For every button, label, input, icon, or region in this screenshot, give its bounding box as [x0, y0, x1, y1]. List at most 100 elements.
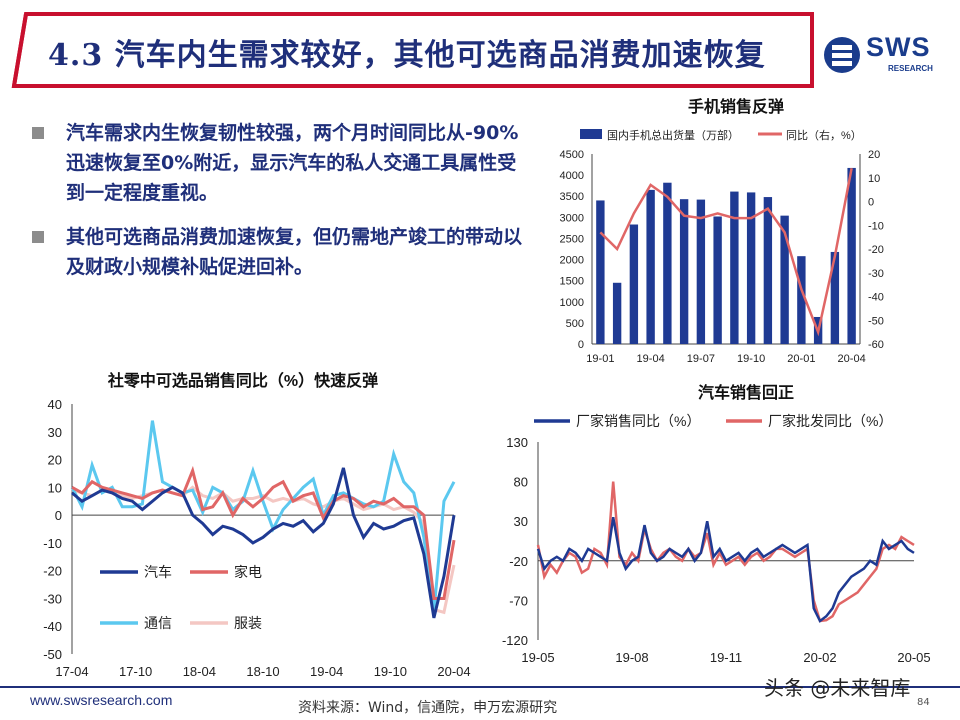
y-tick-label-right: -10 [868, 220, 884, 232]
bar [629, 224, 639, 344]
bar [780, 215, 789, 344]
y-tick-label-left: 2000 [560, 255, 584, 267]
page-number: 84 [917, 697, 930, 708]
x-tick-label: 18-10 [246, 664, 279, 679]
page-title: 4.3 汽车内生需求较好，其他可选商品消费加速恢复 [48, 38, 766, 73]
watermark: 头条 @未来智库 [764, 676, 911, 700]
y-tick-label-right: 20 [868, 149, 880, 161]
x-tick-label: 20-01 [787, 353, 815, 365]
y-tick-label: -20 [43, 564, 62, 579]
y-tick-label-left: 4000 [560, 170, 584, 182]
y-tick-label-right: 0 [868, 197, 874, 209]
bar [679, 199, 689, 344]
bar [847, 167, 856, 344]
series-line [536, 517, 915, 623]
y-tick-label: 80 [514, 475, 528, 490]
y-tick-label-left: 4500 [560, 149, 584, 161]
y-tick-label: 40 [48, 397, 62, 412]
x-tick-label: 19-04 [637, 353, 665, 365]
bar [713, 216, 722, 344]
y-tick-label: -50 [43, 647, 62, 662]
sws-logo: SWS RESEARCH [822, 28, 942, 80]
x-tick-label: 19-01 [586, 353, 614, 365]
y-tick-label-right: -40 [868, 292, 884, 304]
bullet-text: 其他可选商品消费加速恢复，但仍需地产竣工的带动以及财政小规模补贴促进回补。 [66, 226, 523, 278]
x-tick-label: 20-05 [897, 650, 930, 665]
legend-label: 厂家批发同比（%） [768, 413, 892, 429]
legend-swatch-bar [580, 129, 602, 139]
legend-label: 家电 [234, 564, 262, 580]
y-tick-label-left: 3000 [560, 212, 584, 224]
x-tick-label: 19-11 [710, 650, 742, 665]
chart-auto-sales: 汽车销售回正 厂家销售同比（%） 厂家批发同比（%） 130 80 30 -20 -70 -12… [490, 376, 950, 676]
x-tick-label: 20-04 [437, 664, 470, 679]
legend-label: 服装 [234, 615, 262, 631]
y-tick-label: -30 [43, 591, 62, 606]
x-tick-label: 19-10 [374, 664, 407, 679]
chart-retail-optional-svg: 社零中可选品销售同比（%）快速反弹 40 30 20 10 0 -10 -20 -30 -40 -5… [43, 371, 470, 679]
x-tick-label: 19-10 [737, 353, 765, 365]
y-tick-label-left: 500 [566, 318, 584, 330]
y-tick-label-right: -30 [868, 268, 884, 280]
bar [612, 282, 622, 344]
bar [663, 182, 672, 344]
x-tick-label: 19-04 [310, 664, 343, 679]
y-tick-label: -70 [509, 593, 528, 608]
sws-logo-icon [824, 37, 860, 73]
bar [797, 256, 806, 344]
x-tick-label: 18-04 [183, 664, 216, 679]
logo-subtext: RESEARCH [888, 64, 933, 73]
bar [730, 191, 739, 344]
y-tick-label-left: 1000 [560, 297, 584, 309]
chart-title: 汽车销售回正 [698, 383, 794, 402]
y-tick-label: -120 [502, 633, 528, 648]
bar [646, 189, 655, 344]
y-tick-label-right: -20 [868, 244, 884, 256]
legend-label: 通信 [144, 615, 172, 631]
y-tick-label-left: 3500 [560, 191, 584, 203]
x-tick-label: 20-02 [803, 650, 836, 665]
bar [696, 199, 706, 344]
series-line [71, 465, 456, 600]
logo-text: SWS [866, 32, 931, 62]
y-tick-label: -10 [43, 536, 62, 551]
y-tick-label: 0 [55, 508, 62, 523]
legend-label: 国内手机总出货量（万部） [607, 128, 739, 142]
title-bar-shape [11, 12, 814, 88]
series-line [71, 467, 456, 619]
series-line [536, 481, 915, 623]
footer-divider [0, 686, 960, 688]
chart-title: 手机销售反弹 [688, 97, 784, 116]
legend-label: 厂家销售同比（%） [576, 413, 700, 429]
bullet-list: 汽车需求内生恢复韧性较强，两个月时间同比从-90%迅速恢复至0%附近，显示汽车的… [32, 118, 532, 296]
footer-url[interactable]: www.swsresearch.com [30, 692, 173, 708]
x-tick-label: 19-05 [521, 650, 554, 665]
y-tick-label-right: 10 [868, 173, 880, 185]
y-tick-label: 130 [506, 435, 528, 450]
legend-label: 汽车 [144, 564, 172, 580]
bar [763, 197, 773, 344]
x-tick-label: 19-08 [615, 650, 648, 665]
y-tick-label-right: -60 [868, 339, 884, 351]
y-tick-label: 30 [48, 425, 62, 440]
series-line [70, 420, 456, 613]
chart-title: 社零中可选品销售同比（%）快速反弹 [107, 371, 378, 390]
bar [746, 192, 756, 344]
x-tick-label: 17-04 [55, 664, 88, 679]
x-tick-label: 19-07 [687, 353, 715, 365]
x-tick-label: 20-04 [838, 353, 866, 365]
y-tick-label: 10 [48, 480, 62, 495]
bar [596, 200, 605, 344]
chart-phone-sales: 手机销售反弹 国内手机总出货量（万部） 同比（右，%） 0 500 1000 1500 200… [540, 96, 950, 376]
x-tick-label: 17-10 [119, 664, 152, 679]
bar [830, 251, 840, 344]
y-tick-label: 20 [48, 453, 62, 468]
y-tick-label-right: -50 [868, 315, 884, 327]
legend-label: 同比（右，%） [786, 128, 862, 142]
bullet-text: 汽车需求内生恢复韧性较强，两个月时间同比从-90%迅速恢复至0%附近，显示汽车的… [66, 122, 519, 204]
bullet-marker [32, 231, 44, 243]
y-tick-label-left: 2500 [560, 233, 584, 245]
y-tick-label-left: 0 [578, 339, 584, 351]
